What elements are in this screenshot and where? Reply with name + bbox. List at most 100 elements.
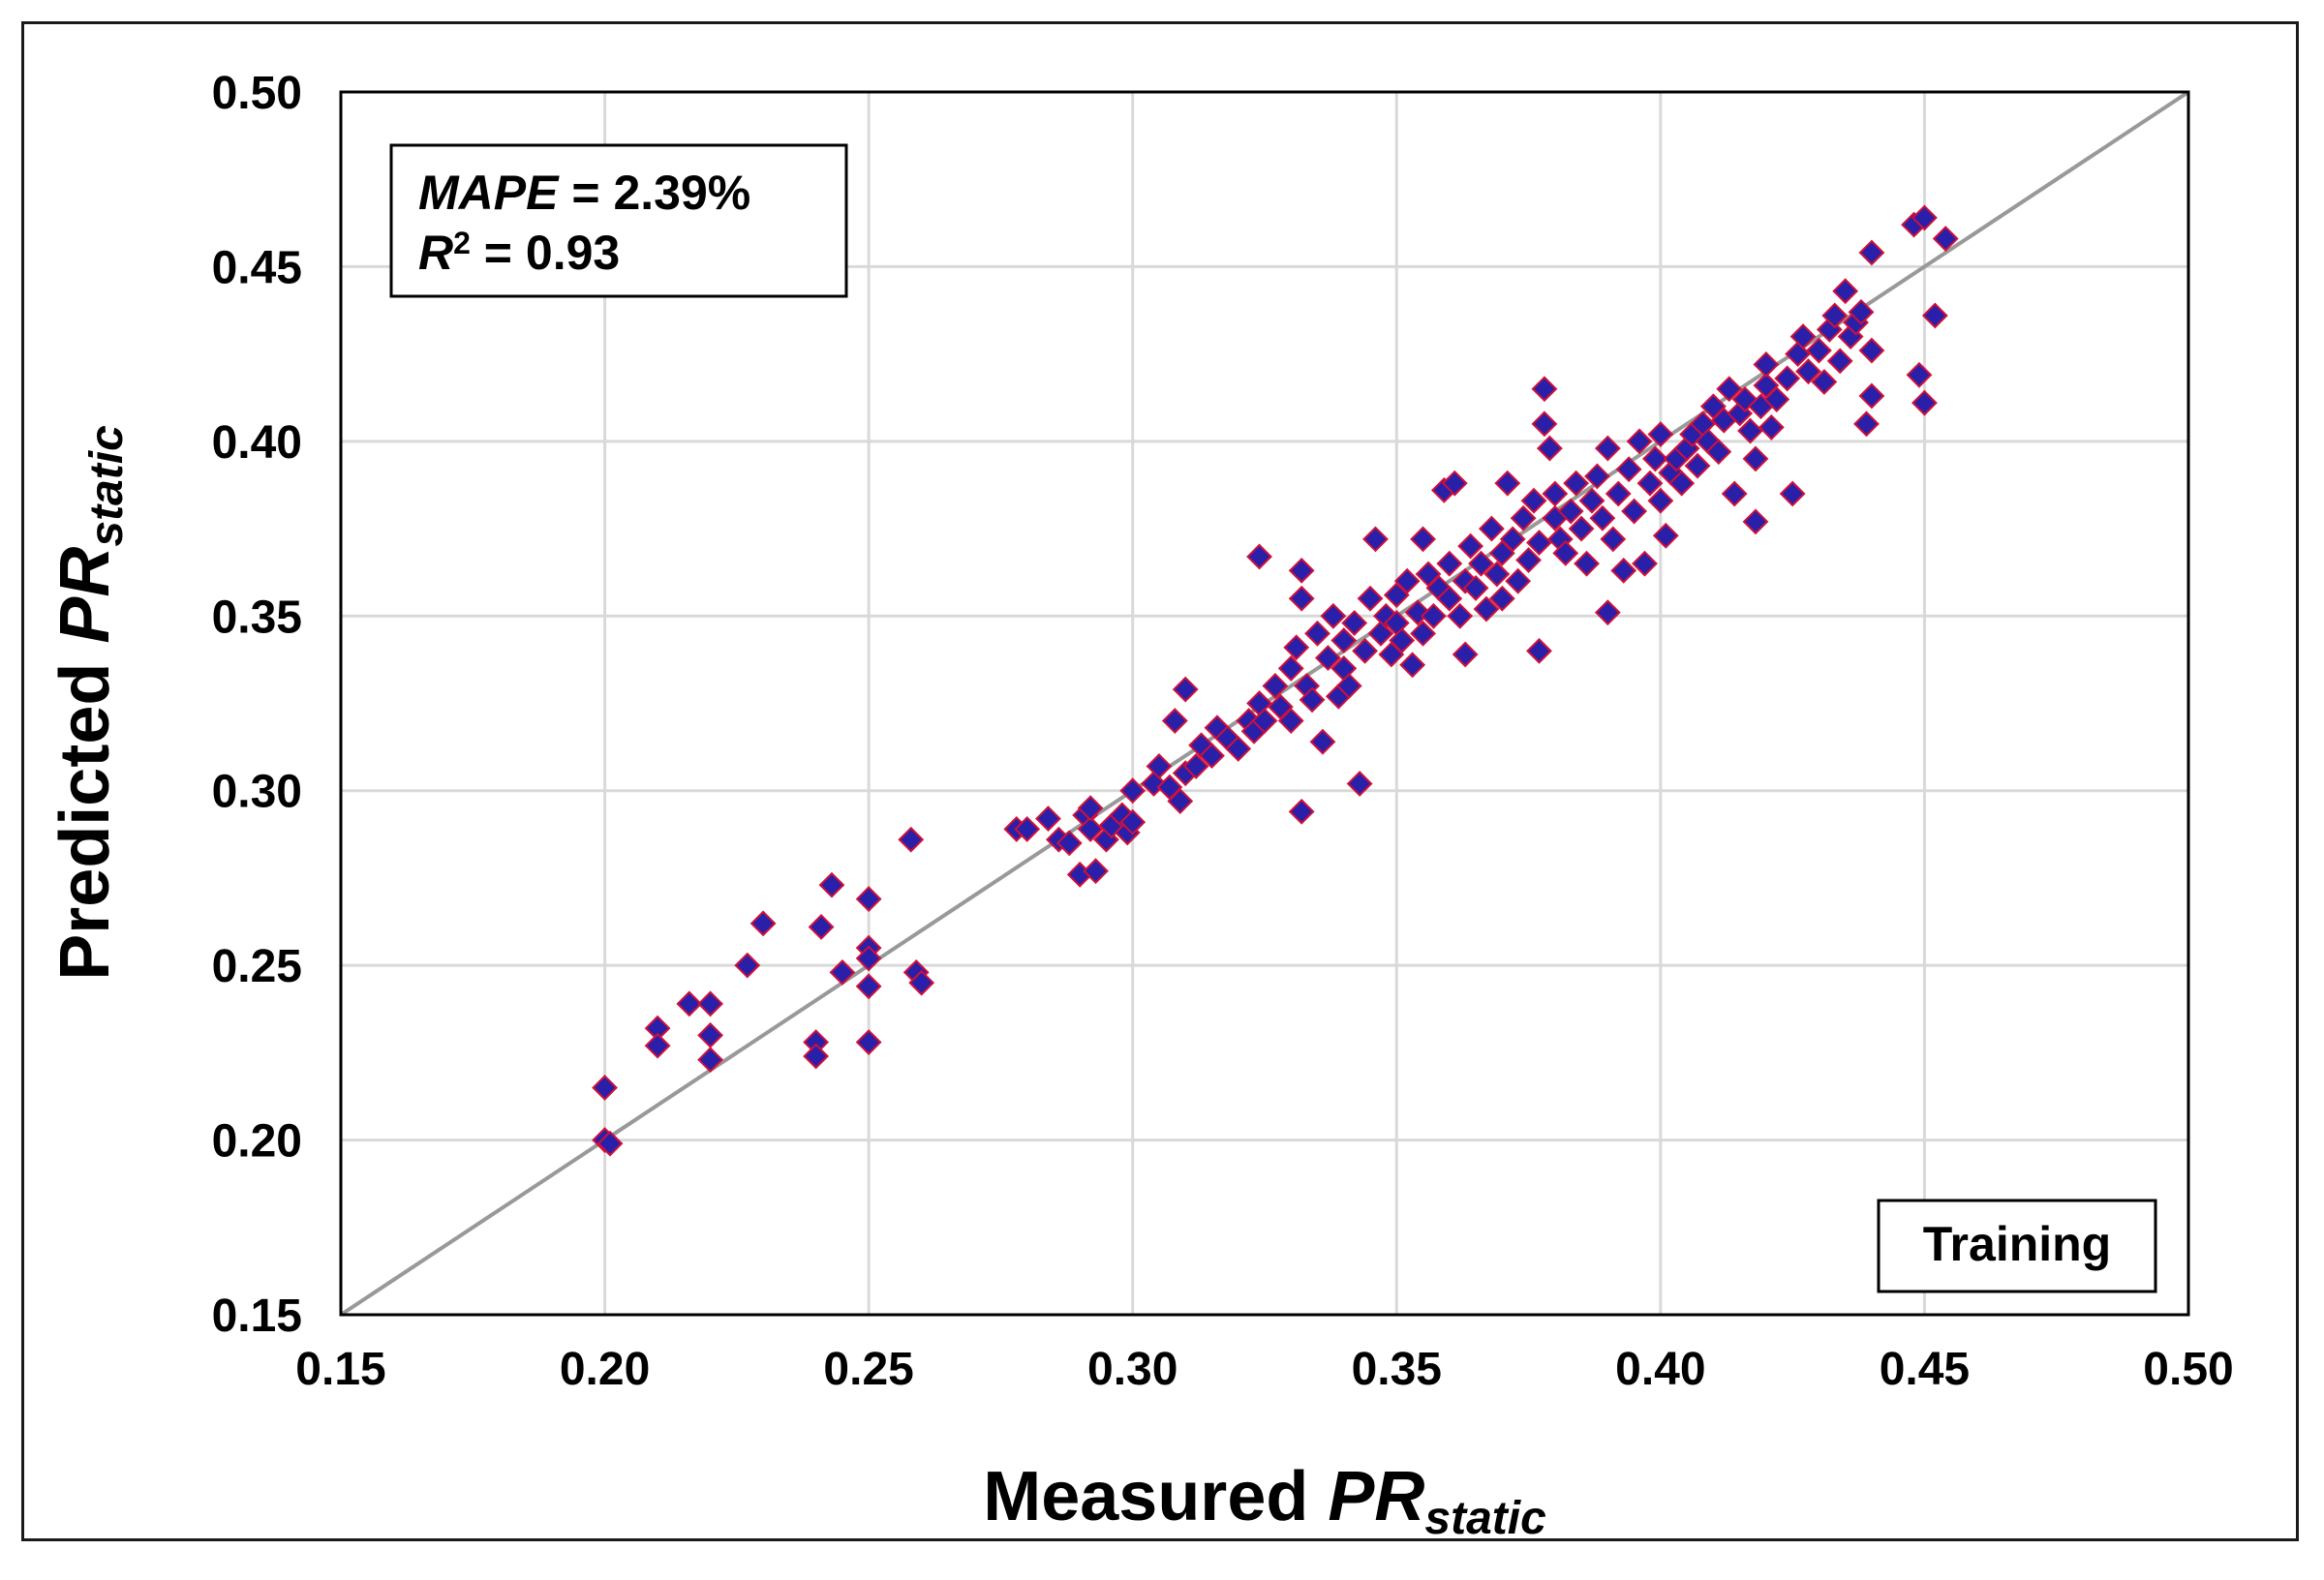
data-point — [1594, 435, 1621, 462]
data-point — [1615, 456, 1642, 483]
data-point — [1488, 585, 1515, 612]
data-point — [1083, 858, 1109, 885]
data-point — [1335, 673, 1362, 699]
data-point — [1811, 369, 1838, 395]
y-tick-label-1: 0.20 — [212, 1116, 302, 1168]
data-point — [1932, 226, 1959, 252]
data-point — [1826, 348, 1853, 375]
x-tick-label-3: 0.30 — [1087, 1344, 1177, 1395]
data-point — [1410, 620, 1436, 647]
data-point — [1705, 439, 1732, 466]
data-point — [855, 1029, 882, 1055]
data-point — [898, 826, 925, 853]
data-point — [1563, 470, 1590, 497]
data-point — [1758, 414, 1785, 441]
data-point — [1684, 452, 1711, 479]
y-tick-label-3: 0.30 — [212, 767, 302, 818]
data-point — [1911, 389, 1938, 416]
x-tick-label-5: 0.40 — [1615, 1344, 1705, 1395]
data-point — [908, 969, 935, 996]
data-point — [1330, 627, 1358, 653]
data-point — [1246, 543, 1272, 570]
x-tick-label-1: 0.20 — [560, 1344, 650, 1395]
data-point — [1341, 610, 1368, 636]
data-point — [1515, 547, 1542, 573]
data-point — [1035, 805, 1061, 832]
data-point — [1288, 798, 1315, 825]
data-point — [1647, 421, 1674, 448]
data-point — [1641, 445, 1668, 472]
data-point — [1167, 788, 1194, 814]
plot-area-border — [339, 90, 2190, 1317]
data-point — [1315, 645, 1341, 672]
data-point — [1647, 487, 1674, 514]
y-tick-label-6: 0.45 — [212, 242, 302, 293]
data-point — [1172, 676, 1199, 703]
data-point — [1277, 708, 1304, 734]
data-point — [1510, 504, 1537, 532]
data-point — [1320, 602, 1347, 629]
data-point — [1853, 410, 1880, 438]
data-point — [1795, 358, 1821, 385]
data-point — [1742, 508, 1769, 535]
data-point — [808, 914, 835, 940]
data-point — [1600, 526, 1627, 553]
data-point — [1055, 830, 1083, 857]
data-point — [1578, 487, 1605, 514]
data-point — [1441, 470, 1468, 497]
y-tick-label-0: 0.15 — [212, 1291, 302, 1342]
data-point — [1805, 337, 1832, 364]
data-point — [1014, 815, 1041, 842]
data-point — [1542, 480, 1569, 507]
data-point — [1610, 557, 1637, 584]
data-point — [1251, 708, 1278, 734]
data-point — [749, 910, 777, 937]
stats-box: MAPE = 2.39% R2 = 0.93 — [389, 143, 848, 298]
data-point — [697, 990, 724, 1018]
mape-annotation: MAPE = 2.39% — [418, 166, 750, 220]
data-point — [1911, 204, 1938, 231]
data-point — [1848, 298, 1875, 325]
data-point — [1436, 550, 1463, 577]
data-point — [1161, 708, 1188, 734]
data-point — [1832, 278, 1859, 305]
data-point — [1199, 743, 1225, 770]
data-point — [1531, 376, 1558, 403]
data-point — [1858, 337, 1885, 364]
data-point — [818, 871, 845, 898]
data-point — [1421, 602, 1447, 629]
data-point — [1520, 487, 1547, 514]
data-point — [1436, 585, 1463, 612]
data-point — [1789, 323, 1817, 350]
data-point — [1346, 771, 1373, 797]
data-point — [734, 952, 761, 979]
data-point — [1119, 808, 1147, 836]
data-point — [1288, 557, 1315, 584]
data-point — [1526, 637, 1552, 664]
data-points — [592, 204, 1959, 1157]
data-point — [1921, 302, 1948, 329]
data-point — [1552, 539, 1579, 566]
data-point — [1468, 550, 1494, 577]
data-point — [1483, 561, 1511, 588]
data-point — [1821, 302, 1849, 329]
y-tick-label-5: 0.40 — [212, 417, 302, 469]
r2-annotation: R2 = 0.93 — [418, 226, 620, 280]
data-point — [855, 886, 882, 912]
data-point — [1304, 620, 1330, 647]
y-tick-label-2: 0.25 — [212, 941, 302, 992]
data-point — [1182, 753, 1209, 779]
data-point — [1594, 599, 1621, 626]
data-point — [1568, 515, 1595, 542]
data-point — [1499, 526, 1526, 553]
x-tick-label-0: 0.15 — [295, 1344, 385, 1395]
data-point — [855, 973, 882, 1000]
data-point — [1605, 480, 1632, 507]
data-point — [1119, 777, 1147, 805]
data-point — [1742, 445, 1769, 472]
data-point — [1774, 365, 1801, 392]
data-point — [1262, 673, 1289, 699]
data-point — [1763, 386, 1790, 412]
data-point — [596, 1130, 624, 1157]
data-point — [1309, 728, 1336, 755]
